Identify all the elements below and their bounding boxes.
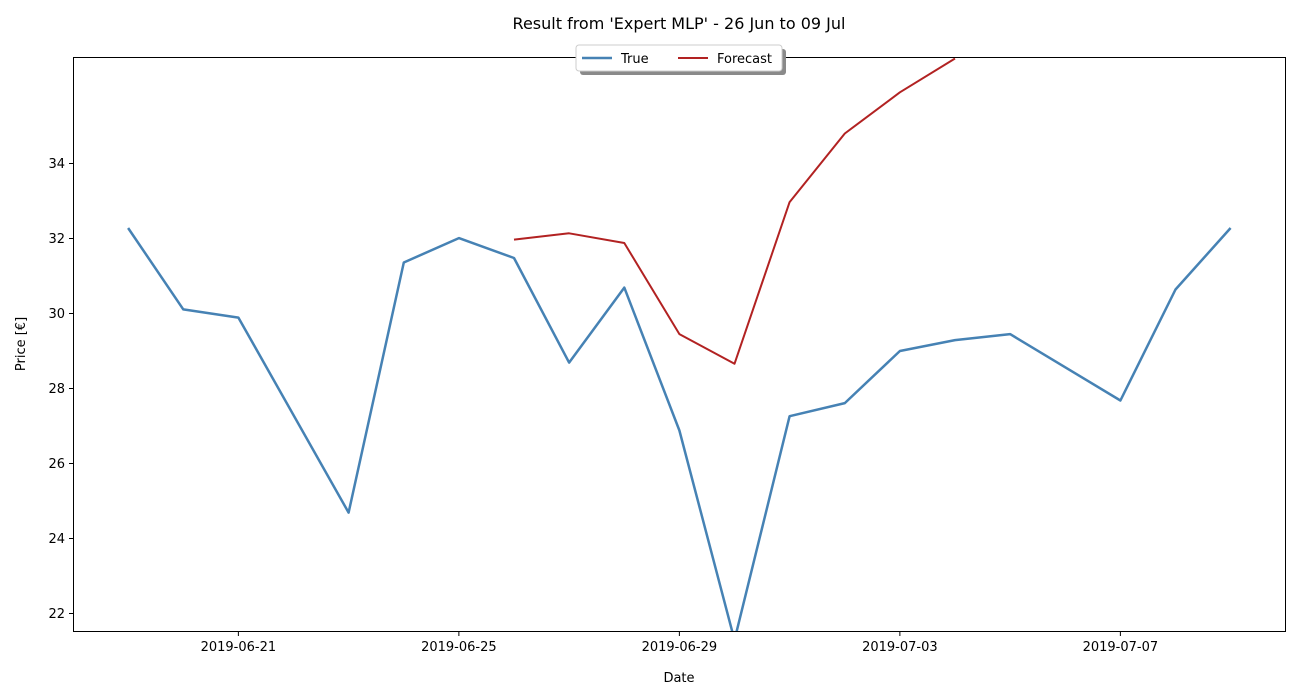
- y-tick-label: 30: [48, 307, 65, 322]
- x-axis-label: Date: [663, 671, 694, 686]
- y-axis-label: Price [€]: [14, 317, 29, 371]
- y-tick-label: 34: [48, 157, 65, 172]
- x-tick-label: 2019-07-03: [862, 640, 938, 655]
- series-line-true: [127, 227, 1232, 631]
- y-tick-label: 28: [48, 382, 65, 397]
- y-axis-ticks: 22 24 26 28 30 32 34: [48, 157, 74, 622]
- series-line-forecast: [513, 58, 956, 365]
- x-tick-label: 2019-06-25: [421, 640, 497, 655]
- chart-title: Result from 'Expert MLP' - 26 Jun to 09 …: [513, 14, 846, 33]
- x-tick-label: 2019-07-07: [1083, 640, 1159, 655]
- y-tick-label: 22: [48, 607, 65, 622]
- plot-area: [127, 58, 1232, 631]
- x-tick-label: 2019-06-29: [642, 640, 718, 655]
- y-tick-label: 32: [48, 232, 65, 247]
- plot-frame: [73, 57, 1286, 632]
- legend-label-true: True: [620, 52, 649, 67]
- legend: True Forecast: [575, 44, 786, 75]
- x-axis-ticks: 2019-06-21 2019-06-25 2019-06-29 2019-07-03…: [201, 631, 1159, 655]
- y-tick-label: 26: [48, 457, 65, 472]
- legend-label-forecast: Forecast: [717, 52, 772, 67]
- x-tick-label: 2019-06-21: [201, 640, 277, 655]
- y-tick-label: 24: [48, 532, 65, 547]
